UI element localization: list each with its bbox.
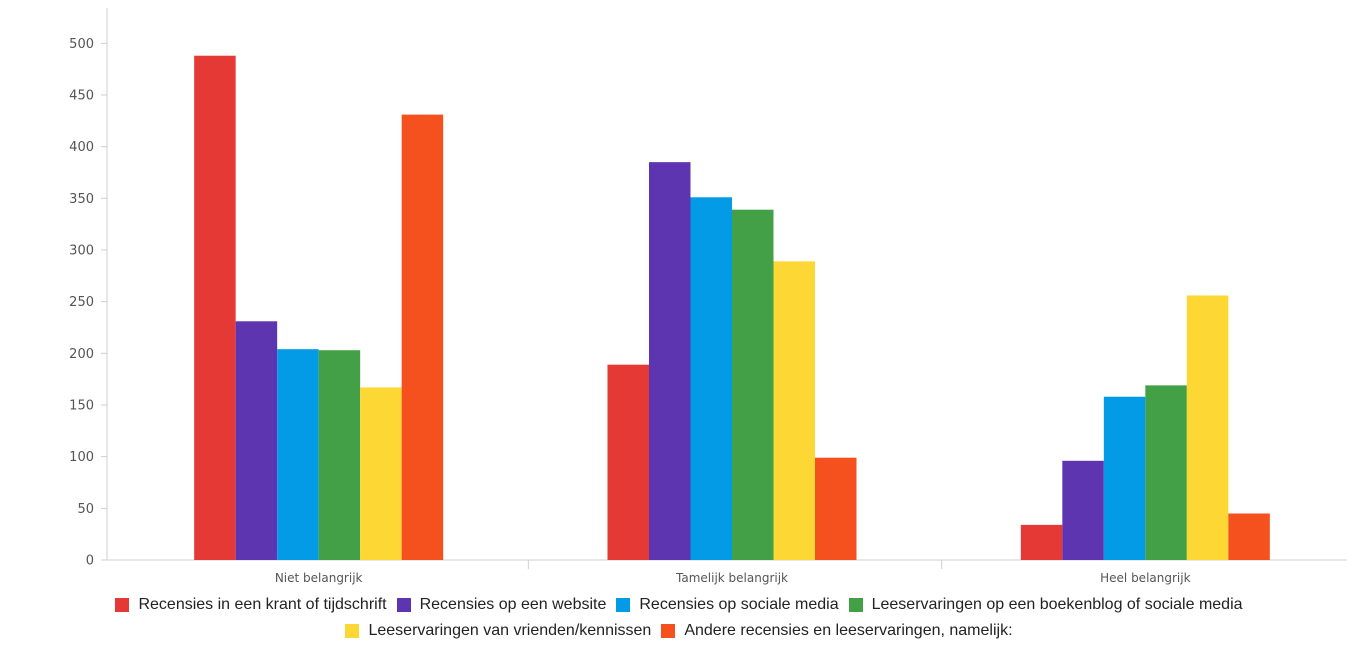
legend-label: Andere recensies en leeservaringen, name… <box>684 622 1013 639</box>
bar-3-2 <box>690 197 732 560</box>
axis-labels: 0 50 100 150 200 250 300 350 400 450 500 Niet belan… <box>69 37 1190 585</box>
bar-4-3 <box>1145 385 1187 560</box>
legend-swatch <box>396 598 411 612</box>
bar-1-3 <box>1020 524 1063 560</box>
bar-chart-plot: 0 50 100 150 200 250 300 350 400 450 500 Niet belan… <box>69 8 1347 585</box>
bar-2-2 <box>649 162 691 561</box>
bar-3-1 <box>277 349 319 560</box>
legend-item[interactable]: Recensies op sociale media <box>616 596 839 614</box>
bar-1-2 <box>607 364 649 560</box>
x-tick-label: Tamelijk belangrijk <box>675 571 788 585</box>
legend: Recensies in een krant of tijdschrift Rec… <box>0 592 1358 644</box>
legend-swatch <box>115 598 130 612</box>
bar-1-1 <box>194 55 236 560</box>
bar-2-3 <box>1062 460 1104 560</box>
x-tick-label: Niet belangrijk <box>275 571 363 585</box>
bar-6-1 <box>401 114 444 560</box>
y-tick-label: 100 <box>69 450 94 465</box>
bar-6-2 <box>815 457 857 560</box>
legend-swatch <box>848 598 863 612</box>
legend-item[interactable]: Recensies op een website <box>396 596 607 614</box>
bar-5-3 <box>1186 295 1229 560</box>
legend-label: Recensies op een website <box>419 596 607 613</box>
legend-swatch <box>345 624 360 638</box>
y-tick-label: 350 <box>69 192 94 207</box>
y-tick-label: 300 <box>69 243 94 258</box>
legend-row: Leeservaringen van vrienden/kennissen And… <box>0 618 1358 644</box>
y-tick-label: 150 <box>69 398 94 413</box>
legend-label: Leeservaringen op een boekenblog of soci… <box>871 596 1243 613</box>
bars <box>194 55 1270 561</box>
bar-5-1 <box>360 387 402 560</box>
y-tick-label: 0 <box>86 554 94 569</box>
legend-item[interactable]: Leeservaringen op een boekenblog of soci… <box>848 596 1243 614</box>
bar-5-2 <box>773 261 815 560</box>
legend-label: Recensies in een krant of tijdschrift <box>138 596 387 613</box>
legend-item[interactable]: Andere recensies en leeservaringen, name… <box>661 622 1013 640</box>
bar-6-3 <box>1228 513 1270 560</box>
legend-label: Recensies op sociale media <box>639 596 839 613</box>
legend-item[interactable]: Recensies in een krant of tijdschrift <box>115 596 387 614</box>
y-tick-label: 50 <box>77 502 94 517</box>
y-tick-label: 450 <box>69 88 94 103</box>
legend-row: Recensies in een krant of tijdschrift Rec… <box>0 592 1358 618</box>
y-tick-label: 250 <box>69 295 94 310</box>
y-tick-label: 500 <box>69 37 94 52</box>
bar-4-1 <box>318 350 361 560</box>
x-tick-label: Heel belangrijk <box>1100 571 1190 585</box>
y-tick-label: 200 <box>69 347 94 362</box>
legend-item[interactable]: Leeservaringen van vrienden/kennissen <box>345 622 651 640</box>
legend-label: Leeservaringen van vrienden/kennissen <box>368 622 652 639</box>
legend-swatch <box>616 598 631 612</box>
y-tick-label: 400 <box>69 140 94 155</box>
bar-2-1 <box>235 321 278 560</box>
legend-swatch <box>661 624 676 638</box>
bar-3-3 <box>1103 396 1146 560</box>
bar-4-2 <box>732 209 774 560</box>
